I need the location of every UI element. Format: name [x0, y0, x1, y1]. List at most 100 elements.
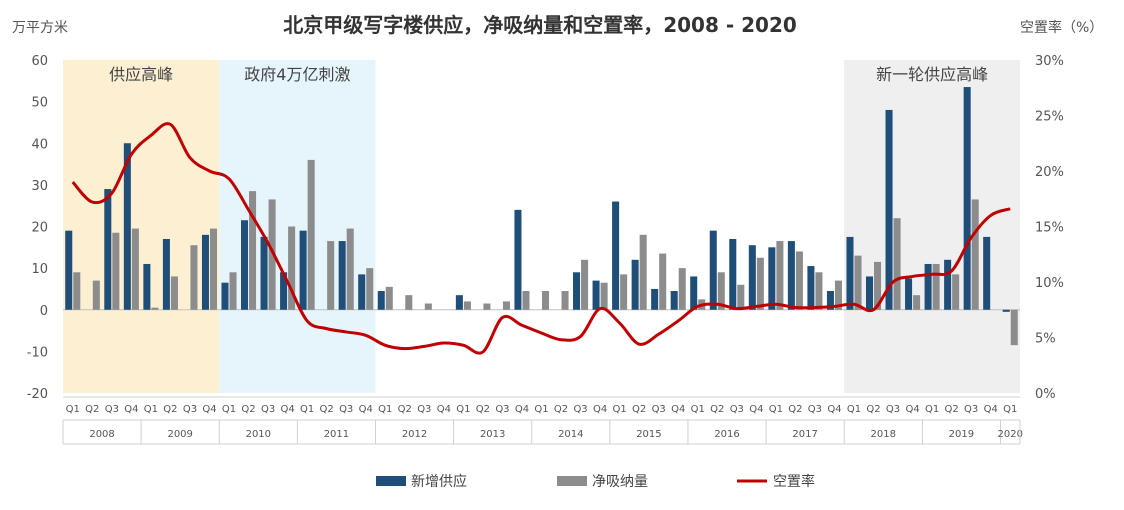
left-tick-5: 10: [31, 262, 48, 277]
quarter-tick-16: Q1: [378, 404, 392, 415]
quarter-tick-9: Q2: [241, 404, 255, 415]
new-supply-bar-33: [709, 230, 717, 310]
quarter-tick-22: Q3: [495, 404, 509, 415]
net-absorption-bar-28: [620, 274, 628, 310]
net-absorption-bar-17: [405, 295, 413, 310]
new-supply-bar-9: [241, 220, 249, 310]
legend: 新增供应 净吸纳量 空置率: [376, 473, 815, 490]
band-2: [844, 60, 1020, 393]
net-absorption-bar-15: [366, 268, 374, 310]
quarter-tick-11: Q4: [280, 404, 294, 415]
quarter-tick-26: Q3: [573, 404, 587, 415]
net-absorption-bar-13: [327, 241, 335, 310]
band-label-1: 政府4万亿刺激: [244, 65, 350, 84]
quarter-tick-15: Q4: [359, 404, 373, 415]
net-absorption-bar-31: [678, 268, 686, 310]
quarter-tick-46: Q3: [964, 404, 978, 415]
quarter-tick-27: Q4: [593, 404, 607, 415]
line-layer: [71, 122, 1011, 355]
quarter-tick-13: Q2: [320, 404, 334, 415]
right-tick-4: 10%: [1035, 276, 1064, 291]
year-tick-2016: 2016: [714, 429, 739, 440]
year-tick-2012: 2012: [402, 429, 427, 440]
new-supply-bar-46: [963, 87, 971, 310]
quarter-tick-43: Q4: [905, 404, 919, 415]
net-absorption-bar-11: [288, 226, 296, 310]
quarter-tick-34: Q3: [730, 404, 744, 415]
quarter-tick-44: Q1: [925, 404, 939, 415]
new-supply-bar-37: [787, 241, 795, 310]
chart-title: 北京甲级写字楼供应，净吸纳量和空置率，2008 - 2020: [283, 13, 797, 37]
quarter-tick-8: Q1: [222, 404, 236, 415]
year-tick-2008: 2008: [89, 429, 114, 440]
new-supply-bar-8: [221, 282, 229, 310]
bands-layer: 供应高峰 政府4万亿刺激 新一轮供应高峰: [63, 60, 1020, 393]
net-absorption-bar-45: [952, 274, 960, 310]
right-tick-3: 15%: [1035, 221, 1064, 236]
quarter-tick-23: Q4: [515, 404, 529, 415]
new-supply-bar-26: [573, 272, 581, 310]
year-tick-2020: 2020: [998, 429, 1023, 440]
new-supply-bar-4: [143, 263, 151, 310]
legend-swatch-new-supply: [376, 476, 406, 486]
year-tick-2009: 2009: [167, 429, 192, 440]
new-supply-bar-30: [651, 288, 659, 310]
year-tick-2014: 2014: [558, 429, 583, 440]
quarter-tick-28: Q1: [613, 404, 627, 415]
new-supply-bar-48: [1002, 309, 1010, 312]
quarter-tick-19: Q4: [437, 404, 451, 415]
quarter-tick-47: Q4: [984, 404, 998, 415]
net-absorption-bar-18: [424, 303, 432, 310]
new-supply-bar-5: [162, 238, 170, 310]
new-supply-bar-41: [865, 276, 874, 310]
left-tick-1: 50: [31, 96, 48, 111]
new-supply-bar-32: [690, 276, 698, 310]
new-supply-bar-3: [123, 143, 131, 310]
quarter-tick-7: Q4: [202, 404, 216, 415]
net-absorption-bar-29: [639, 234, 647, 310]
net-absorption-bar-7: [209, 228, 218, 310]
net-absorption-bar-42: [893, 218, 901, 310]
quarter-tick-20: Q1: [456, 404, 470, 415]
net-absorption-bar-21: [483, 303, 491, 310]
new-supply-bar-38: [807, 266, 815, 310]
net-absorption-bar-40: [854, 255, 862, 310]
net-absorption-bar-14: [346, 228, 354, 310]
new-supply-bar-40: [846, 236, 854, 310]
new-supply-bar-31: [670, 291, 678, 310]
band-0: [63, 60, 220, 393]
quarter-tick-0: Q1: [66, 404, 80, 415]
quarter-tick-5: Q2: [163, 404, 177, 415]
quarter-tick-24: Q1: [534, 404, 548, 415]
year-tick-2013: 2013: [480, 429, 505, 440]
new-supply-bar-39: [826, 291, 834, 310]
left-tick-6: 0: [40, 304, 48, 319]
net-absorption-bar-5: [170, 276, 178, 310]
year-tick-2010: 2010: [246, 429, 271, 440]
quarter-tick-12: Q1: [300, 404, 314, 415]
right-tick-2: 20%: [1035, 165, 1064, 180]
new-supply-bar-12: [299, 230, 307, 310]
year-tick-2017: 2017: [792, 429, 817, 440]
new-supply-bar-27: [592, 280, 600, 310]
left-tick-2: 40: [31, 137, 48, 152]
right-tick-5: 5%: [1035, 332, 1056, 347]
net-absorption-bar-44: [932, 263, 940, 310]
left-tick-8: -20: [27, 387, 48, 402]
new-supply-bar-34: [729, 238, 737, 310]
new-supply-bar-7: [201, 234, 209, 310]
new-supply-bar-28: [612, 201, 620, 310]
quarter-tick-45: Q2: [945, 404, 959, 415]
new-supply-bar-0: [65, 230, 73, 310]
net-absorption-bar-25: [561, 291, 569, 310]
net-absorption-bar-36: [776, 241, 784, 310]
new-supply-bar-10: [260, 236, 268, 310]
quarter-tick-42: Q3: [886, 404, 900, 415]
net-absorption-bar-23: [522, 291, 530, 310]
new-supply-bar-23: [514, 209, 522, 310]
net-absorption-bar-0: [73, 272, 81, 310]
net-absorption-bar-22: [502, 301, 510, 310]
new-supply-bar-15: [358, 274, 366, 310]
quarter-tick-1: Q2: [85, 404, 99, 415]
